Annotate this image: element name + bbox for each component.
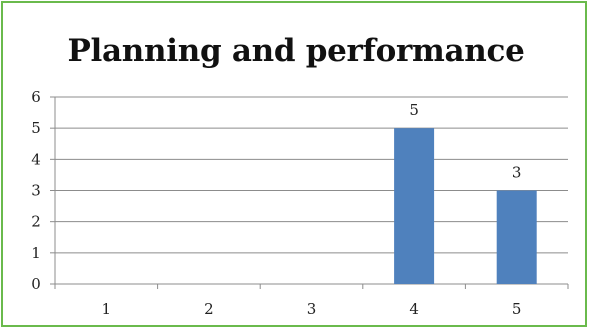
bar-5 [496, 190, 537, 284]
x-tick-label: 2 [204, 300, 214, 318]
y-tick-label: 2 [31, 213, 41, 231]
y-tick-label: 3 [31, 182, 41, 200]
y-tick-label: 1 [31, 244, 41, 262]
data-labels: 53 [409, 101, 521, 181]
gridlines [55, 96, 568, 254]
x-tick-label: 4 [409, 300, 419, 318]
y-tick-label: 4 [31, 150, 41, 168]
x-tick-label: 3 [307, 300, 317, 318]
chart-frame [1, 1, 587, 327]
chart-title: Planning and performance [67, 33, 525, 69]
y-tick-label: 0 [31, 275, 41, 293]
bar-4 [394, 128, 435, 284]
x-tick-label: 1 [102, 300, 112, 318]
data-label: 3 [512, 164, 522, 182]
y-tick-label: 6 [31, 88, 41, 106]
x-tick-labels: 1 2 3 4 5 [102, 300, 522, 318]
data-label: 5 [409, 101, 419, 119]
y-tick-labels: 0 1 2 3 4 5 6 [31, 88, 41, 293]
y-tick-label: 5 [31, 119, 41, 137]
bars [394, 128, 537, 284]
x-tick-label: 5 [512, 300, 522, 318]
axes [50, 96, 569, 289]
